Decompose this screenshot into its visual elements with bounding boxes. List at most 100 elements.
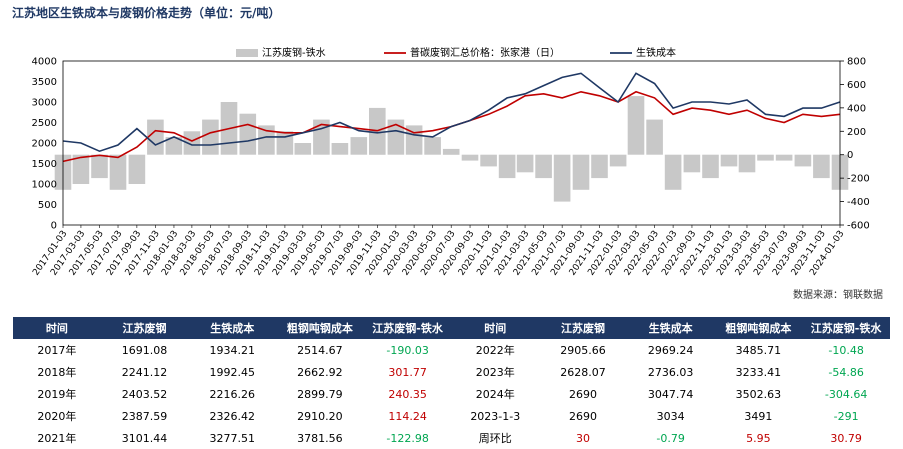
table-cell: 2023-1-3 xyxy=(470,409,521,423)
table-header-cell: 江苏废钢-铁水 xyxy=(802,317,890,339)
left-tick-label: 3000 xyxy=(32,98,57,109)
spread-bar xyxy=(424,137,441,155)
spread-bar xyxy=(165,137,183,155)
table-cell: 2018年 xyxy=(37,366,77,379)
table-header-row: 时间 江苏废钢 生铁成本 粗钢吨钢成本 江苏废钢-铁水 时间 江苏废钢 生铁成本 粗钢吨钢成本江… xyxy=(13,317,890,339)
table-cell: 3101.44 xyxy=(121,431,168,445)
table-row: 2020年 2387.59 2326.42 2910.20 114.24 2023-1-3… xyxy=(13,405,890,427)
spread-bar xyxy=(738,154,756,173)
spread-bar xyxy=(646,119,663,155)
spread-bar xyxy=(202,119,219,155)
spread-bar xyxy=(572,154,590,190)
table-row: 2021年 3101.44 3277.51 3781.56 -122.98 周环比 30 -0… xyxy=(13,427,890,449)
spread-bar xyxy=(128,154,146,184)
table-header-cell: 生铁成本 xyxy=(188,317,277,339)
right-tick-label: 600 xyxy=(847,80,866,91)
table-cell: 2017年 xyxy=(37,344,77,357)
spread-bar xyxy=(516,154,534,173)
table-header-cell: 时间 xyxy=(451,317,540,339)
data-source: 数据来源：钢联数据 xyxy=(793,290,883,301)
table-cell: 2021年 xyxy=(37,432,77,445)
spread-bar xyxy=(535,154,552,179)
table-row: 2019年 2403.52 2216.26 2899.79 240.35 2024年 269… xyxy=(13,383,890,405)
spread-bar xyxy=(350,137,368,155)
left-tick-label: 0 xyxy=(51,221,57,232)
table-cell: 2326.42 xyxy=(209,409,255,423)
table-cell: 3277.51 xyxy=(209,431,255,445)
plot-frame xyxy=(62,60,841,226)
table-cell: 1934.21 xyxy=(209,343,255,357)
table-cell: 3502.63 xyxy=(735,387,782,401)
left-tick-label: 1500 xyxy=(32,159,57,170)
table-cell: 2969.24 xyxy=(647,343,694,357)
spread-bar xyxy=(183,131,201,155)
table-cell: -122.98 xyxy=(386,431,429,445)
spread-bar xyxy=(591,154,608,179)
table-cell: 301.77 xyxy=(388,365,427,379)
spread-bar xyxy=(109,154,127,190)
table-cell: 2514.67 xyxy=(297,343,343,357)
spread-bar xyxy=(239,113,257,155)
table-cell: 2216.26 xyxy=(209,387,255,401)
table-cell: 2241.12 xyxy=(121,365,168,379)
table-cell: -304.64 xyxy=(824,387,868,401)
spread-bar xyxy=(72,154,90,184)
right-tick-label: 400 xyxy=(847,103,866,114)
left-tick-label: 2000 xyxy=(32,139,57,150)
table-cell: 30 xyxy=(575,431,590,445)
spread-bar xyxy=(331,143,349,155)
left-tick-label: 4000 xyxy=(32,57,57,68)
table-cell: 2020年 xyxy=(37,410,77,423)
table-cell: 1691.08 xyxy=(121,343,168,357)
table-header-cell: 生铁成本 xyxy=(626,317,715,339)
right-tick-label: 200 xyxy=(847,127,866,138)
table-cell: 2690 xyxy=(568,387,597,401)
table-header-cell: 江苏废钢 xyxy=(100,317,189,339)
table-cell: 2662.92 xyxy=(297,365,343,379)
table-cell: 30.79 xyxy=(830,431,862,445)
table-cell: -10.48 xyxy=(828,343,864,357)
table-body: 2017年 1691.08 1934.21 2514.67 -190.03 2022年 29… xyxy=(13,339,890,449)
table-cell: 3491 xyxy=(744,409,773,423)
table-cell: 2019年 xyxy=(37,388,77,401)
spread-bar xyxy=(461,154,479,161)
table-cell: -291 xyxy=(833,409,859,423)
table-cell: 2022年 xyxy=(475,344,515,357)
table-header-cell: 粗钢吨钢成本 xyxy=(276,317,364,339)
table-cell: 2628.07 xyxy=(560,365,606,379)
table-header-cell: 江苏废钢 xyxy=(539,317,627,339)
spread-bar xyxy=(387,119,405,155)
table-cell: 3233.41 xyxy=(735,365,782,379)
spread-bar xyxy=(720,154,738,167)
spread-bar xyxy=(258,125,275,155)
table-row: 2018年 2241.12 1992.45 2662.92 301.77 2023年 262… xyxy=(13,361,890,383)
table-row: 2017年 1691.08 1934.21 2514.67 -190.03 2022年 29… xyxy=(13,339,890,361)
right-tick-label: 0 xyxy=(847,150,853,161)
spread-bar xyxy=(609,154,627,167)
summary-table: 时间 江苏废钢 生铁成本 粗钢吨钢成本 江苏废钢-铁水 时间 江苏废钢 生铁成本 粗钢吨钢成本江… xyxy=(13,317,890,449)
left-tick-label: 3500 xyxy=(32,77,57,88)
table-cell: 2910.20 xyxy=(297,409,343,423)
table-cell: 240.35 xyxy=(388,387,427,401)
spread-bar xyxy=(757,154,774,161)
spread-bar xyxy=(498,154,516,179)
pig-iron-cost-line xyxy=(62,72,841,153)
table-cell: 周环比 xyxy=(478,432,512,445)
spread-bar xyxy=(442,148,460,155)
table-cell: 3034 xyxy=(656,409,685,423)
right-tick-label: -600 xyxy=(847,221,870,232)
spread-bar xyxy=(91,154,108,179)
table-cell: 3781.56 xyxy=(297,431,343,445)
spread-bar xyxy=(313,119,330,155)
table-cell: 3047.74 xyxy=(647,387,694,401)
chart-svg: 05001000150020002500300035004000-600-400… xyxy=(31,46,870,278)
table-header-cell: 江苏废钢-铁水 xyxy=(363,317,452,339)
spread-bar xyxy=(147,119,164,155)
spread-bar xyxy=(627,96,645,155)
spread-bar xyxy=(294,143,312,155)
table-header-cell: 时间 xyxy=(13,317,101,339)
table-cell: 3485.71 xyxy=(735,343,782,357)
table-cell: 2024年 xyxy=(475,388,515,401)
table-cell: 2403.52 xyxy=(121,387,168,401)
table-cell: 1992.45 xyxy=(209,365,255,379)
